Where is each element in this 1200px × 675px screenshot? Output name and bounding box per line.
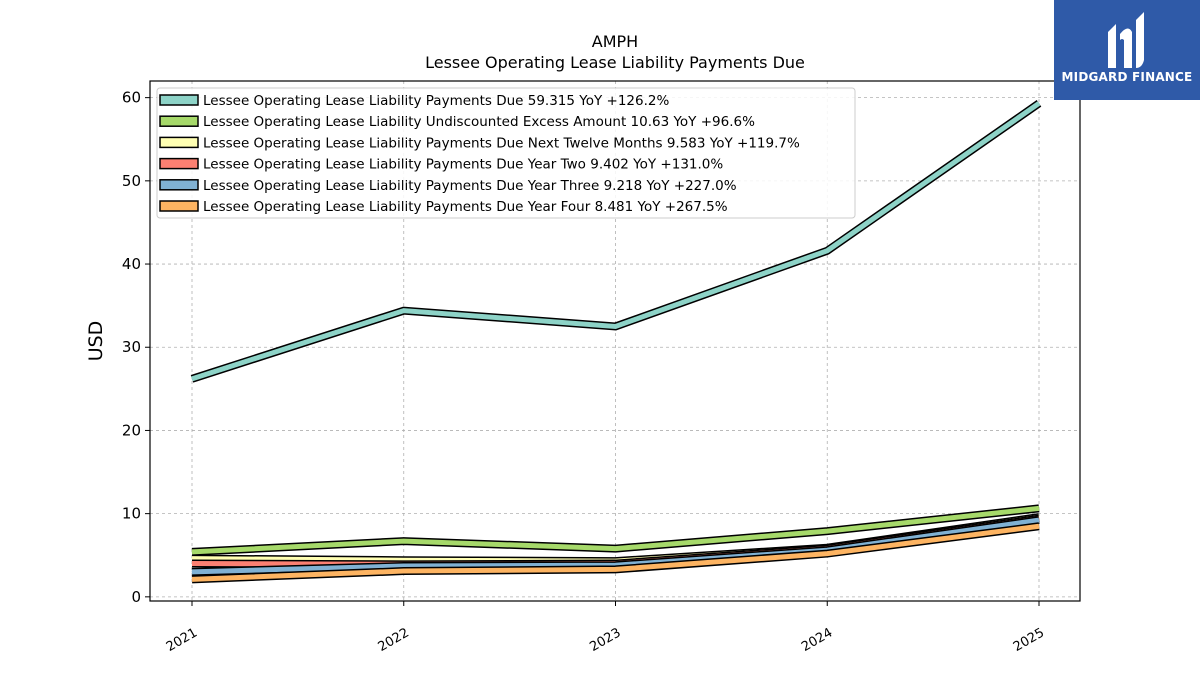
brand-name: MIDGARD FINANCE	[1061, 70, 1193, 84]
legend-label: Lessee Operating Lease Liability Payment…	[203, 135, 800, 151]
chart-subtitle: Lessee Operating Lease Liability Payment…	[425, 53, 805, 72]
y-tick-label: 50	[122, 172, 141, 190]
legend-item: Lessee Operating Lease Liability Payment…	[159, 135, 800, 151]
data-point	[403, 310, 405, 312]
legend-label: Lessee Operating Lease Liability Undisco…	[203, 114, 755, 130]
x-tick-label: 2023	[587, 625, 623, 655]
x-tick-label: 2022	[376, 625, 412, 655]
data-point	[191, 578, 193, 580]
y-tick-label: 40	[122, 255, 141, 273]
x-axis-ticks: 2021 2022 2023 2024 2025	[164, 601, 1047, 655]
legend-item: Lessee Operating Lease Liability Payment…	[159, 178, 737, 194]
y-axis-label: USD	[85, 321, 107, 362]
data-point	[1038, 525, 1040, 527]
legend-box	[156, 87, 856, 219]
data-point	[403, 570, 405, 572]
data-point	[1038, 519, 1040, 521]
legend-item: Lessee Operating Lease Liability Undisco…	[159, 114, 755, 130]
data-point	[1038, 507, 1040, 509]
data-point	[403, 540, 405, 542]
y-tick-label: 60	[122, 89, 141, 107]
y-tick-label: 0	[131, 588, 141, 606]
legend-swatch	[159, 94, 199, 106]
legend-swatch	[159, 157, 199, 170]
y-tick-label: 20	[122, 421, 141, 439]
data-point	[403, 565, 405, 567]
legend-item: Lessee Operating Lease Liability Payment…	[159, 93, 669, 109]
y-axis-ticks: 0 10 20 30 40 50 60	[122, 89, 150, 606]
data-point	[826, 250, 828, 252]
x-tick-label: 2024	[799, 625, 835, 655]
series-line-5	[191, 516, 1040, 576]
legend-item: Lessee Operating Lease Liability Payment…	[159, 199, 728, 215]
data-point	[191, 558, 193, 560]
data-point	[826, 530, 828, 532]
legend-label: Lessee Operating Lease Liability Payment…	[203, 93, 669, 109]
legend-swatch	[159, 179, 199, 191]
data-point	[615, 568, 616, 570]
x-tick-label: 2025	[1011, 625, 1047, 655]
legend: Lessee Operating Lease Liability Payment…	[156, 87, 856, 219]
y-tick-label: 10	[122, 505, 141, 523]
y-tick-label: 30	[122, 338, 141, 356]
legend-swatch	[159, 115, 199, 127]
data-point	[191, 378, 193, 380]
midgard-logo-icon	[1108, 12, 1144, 69]
series-lines	[190, 100, 1042, 584]
data-point	[826, 553, 828, 555]
data-point	[1038, 102, 1040, 104]
data-point	[615, 548, 616, 550]
data-point	[615, 325, 616, 327]
legend-label: Lessee Operating Lease Liability Payment…	[203, 178, 737, 194]
data-point	[191, 551, 193, 553]
series-line-1	[190, 100, 1042, 383]
legend-item: Lessee Operating Lease Liability Payment…	[159, 157, 723, 173]
series-line-6	[191, 522, 1040, 584]
legend-swatch	[159, 136, 199, 149]
legend-label: Lessee Operating Lease Liability Payment…	[203, 157, 723, 173]
data-point	[191, 571, 193, 573]
chart-title: AMPH	[592, 32, 638, 51]
x-tick-label: 2021	[164, 625, 200, 655]
legend-swatch	[159, 200, 199, 212]
data-point	[191, 563, 193, 565]
legend-label: Lessee Operating Lease Liability Payment…	[203, 199, 728, 215]
brand-logo: MIDGARD FINANCE	[1054, 0, 1200, 100]
series-line-2	[191, 504, 1040, 556]
